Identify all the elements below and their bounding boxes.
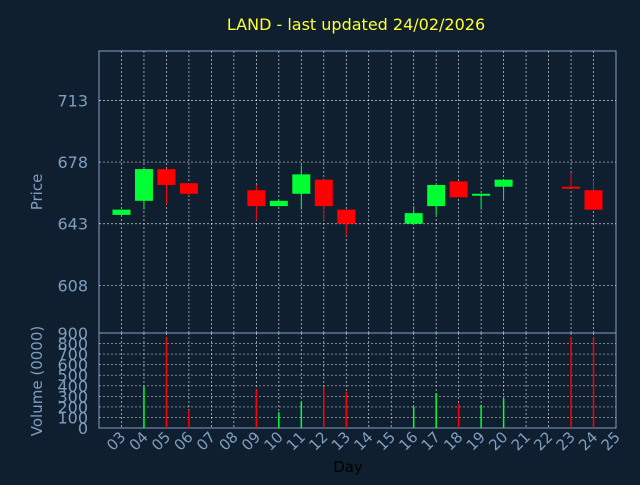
candle-body — [562, 186, 581, 189]
candle-body — [494, 179, 513, 187]
candle-body — [112, 209, 131, 215]
volume-bar — [412, 406, 415, 428]
volume-bar — [502, 398, 505, 428]
candle-body — [314, 179, 333, 207]
volume-bar — [323, 386, 325, 428]
volume-bar — [480, 404, 482, 428]
candle — [269, 199, 288, 207]
candle — [494, 179, 513, 200]
volume-bar — [255, 388, 258, 428]
candle — [292, 165, 311, 210]
volume-tick-label: 200 — [57, 398, 88, 417]
candle-body — [584, 190, 603, 210]
chart-title: LAND - last updated 24/02/2026 — [227, 15, 485, 34]
volume-bar — [188, 410, 190, 428]
x-axis-label: Day — [333, 458, 363, 476]
candle-body — [134, 169, 153, 201]
candle — [179, 183, 198, 196]
volume-tick-label: 700 — [57, 345, 88, 364]
candle-body — [247, 190, 266, 207]
candle — [247, 184, 266, 221]
volume-tick-label: 500 — [57, 366, 88, 385]
volume-tick-label: 900 — [57, 324, 88, 343]
volume-bar — [345, 392, 348, 428]
candle — [134, 169, 153, 210]
candle-body — [449, 181, 468, 198]
volume-tick-label: 100 — [57, 408, 88, 427]
volume-bar — [165, 337, 168, 428]
candle — [157, 169, 176, 205]
candle — [404, 206, 423, 224]
candle — [112, 209, 131, 215]
candle-body — [472, 193, 491, 196]
volume-bar — [143, 386, 145, 428]
candle — [584, 179, 603, 210]
volume-tick-label: 800 — [57, 335, 88, 354]
price-tick-label: 643 — [57, 215, 88, 234]
candle-body — [179, 183, 198, 194]
candle — [314, 179, 333, 221]
candle — [472, 193, 491, 210]
candle — [427, 184, 446, 215]
volume-bar — [278, 412, 280, 428]
volume-tick-label: 300 — [57, 387, 88, 406]
candle-body — [404, 213, 423, 224]
candle — [449, 181, 468, 198]
price-plot-frame — [98, 50, 617, 334]
candle-body — [157, 169, 176, 185]
candle-body — [269, 200, 288, 207]
candle-body — [337, 209, 356, 224]
x-tick-label: 25 — [598, 428, 624, 454]
candle-body — [427, 184, 446, 207]
candle-body — [292, 174, 311, 194]
volume-tick-label: 600 — [57, 356, 88, 375]
price-tick-label: 713 — [57, 91, 88, 110]
price-panel: 608 643 678 713 Price — [28, 50, 617, 334]
price-tick-label: 608 — [57, 276, 88, 295]
volume-axis-label: Volume (0000) — [28, 326, 46, 436]
price-axis-label: Price — [28, 174, 46, 211]
volume-tick-label: 0 — [78, 419, 88, 438]
candle — [562, 172, 581, 189]
price-tick-label: 678 — [57, 153, 88, 172]
volume-bar — [457, 403, 460, 428]
volume-bar — [570, 337, 572, 428]
volume-bar — [300, 401, 303, 428]
volume-bar — [592, 337, 595, 428]
candle — [337, 209, 356, 237]
volume-bar — [435, 393, 437, 428]
volume-plot-frame — [98, 332, 617, 429]
volume-tick-label: 400 — [57, 377, 88, 396]
